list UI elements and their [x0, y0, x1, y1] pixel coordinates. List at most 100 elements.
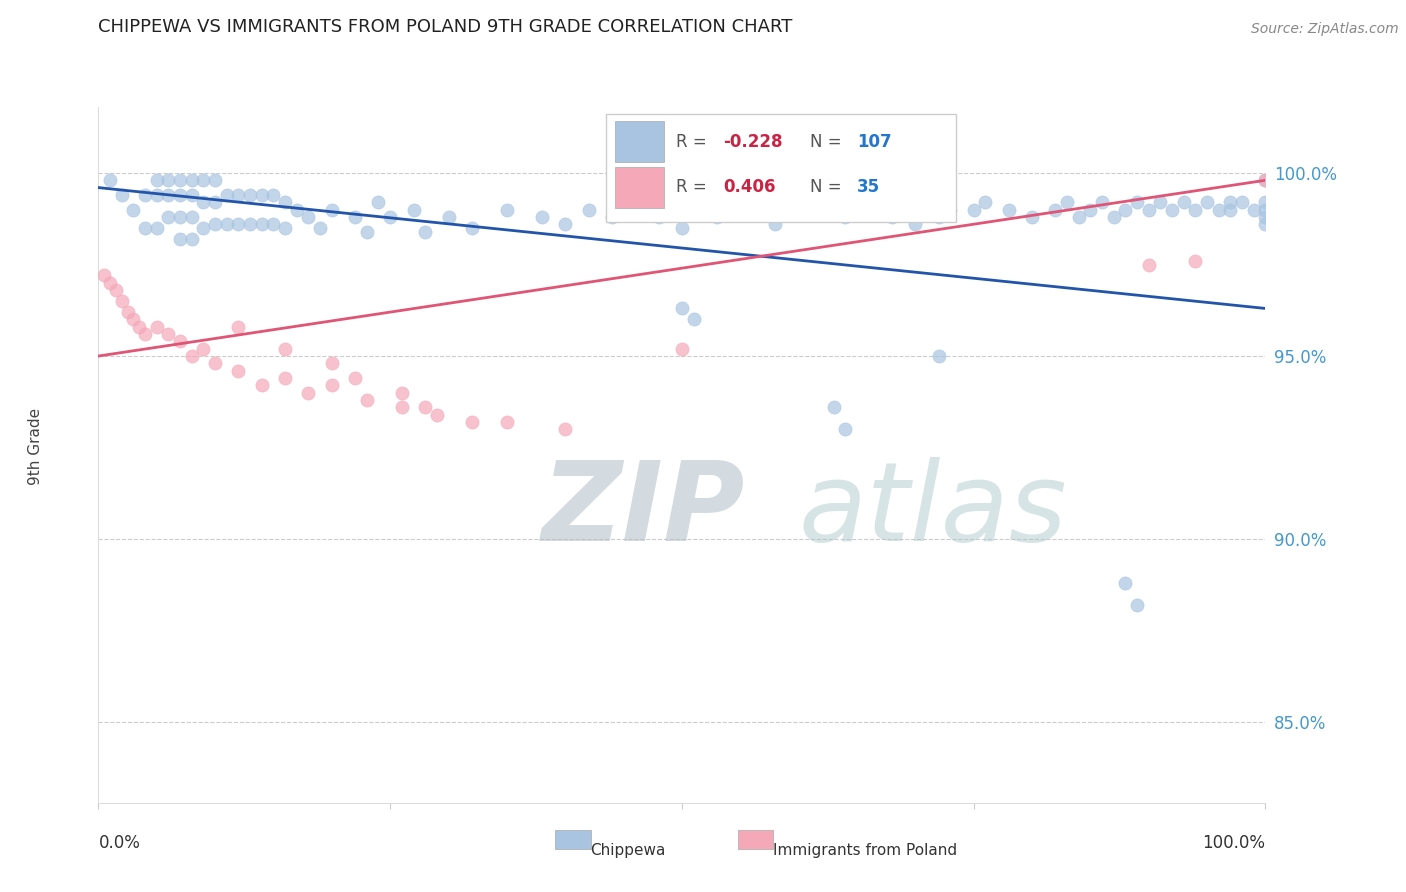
- Point: [117, 305, 139, 319]
- Point: [180, 173, 202, 187]
- Point: [104, 283, 127, 297]
- Point: [122, 312, 145, 326]
- Point: [1091, 195, 1114, 210]
- Point: [128, 319, 150, 334]
- Point: [193, 342, 215, 356]
- Point: [962, 202, 984, 217]
- Point: [367, 195, 389, 210]
- Point: [787, 202, 810, 217]
- Point: [624, 202, 647, 217]
- Point: [647, 210, 669, 224]
- Point: [1114, 576, 1136, 591]
- Text: Source: ZipAtlas.com: Source: ZipAtlas.com: [1251, 21, 1399, 36]
- Text: CHIPPEWA VS IMMIGRANTS FROM POLAND 9TH GRADE CORRELATION CHART: CHIPPEWA VS IMMIGRANTS FROM POLAND 9TH G…: [98, 18, 793, 36]
- Point: [904, 217, 927, 231]
- Point: [344, 371, 367, 385]
- Point: [928, 210, 950, 224]
- Point: [274, 342, 297, 356]
- Point: [111, 188, 134, 202]
- Point: [134, 327, 156, 342]
- Point: [1230, 195, 1253, 210]
- Point: [180, 232, 202, 246]
- Point: [1243, 202, 1265, 217]
- Point: [146, 188, 169, 202]
- Point: [1219, 202, 1241, 217]
- Point: [554, 217, 576, 231]
- Point: [1254, 173, 1277, 187]
- Point: [1173, 195, 1195, 210]
- Point: [356, 225, 378, 239]
- Point: [285, 202, 308, 217]
- Point: [1021, 210, 1043, 224]
- Point: [554, 422, 576, 436]
- Point: [426, 408, 449, 422]
- Point: [134, 188, 156, 202]
- Point: [915, 195, 938, 210]
- Point: [671, 220, 693, 235]
- Text: Immigrants from Poland: Immigrants from Poland: [773, 843, 957, 858]
- Text: R =: R =: [676, 133, 711, 151]
- Point: [578, 202, 600, 217]
- Point: [146, 319, 169, 334]
- Point: [1137, 202, 1160, 217]
- Point: [706, 210, 728, 224]
- Point: [321, 202, 343, 217]
- Text: N =: N =: [810, 178, 848, 196]
- Point: [1161, 202, 1184, 217]
- Point: [880, 210, 903, 224]
- Point: [193, 220, 215, 235]
- Point: [378, 210, 402, 224]
- Point: [1219, 195, 1241, 210]
- Point: [215, 217, 238, 231]
- Point: [262, 217, 284, 231]
- Text: N =: N =: [810, 133, 848, 151]
- Point: [274, 195, 297, 210]
- Point: [1149, 195, 1171, 210]
- Point: [98, 173, 121, 187]
- Point: [1056, 195, 1078, 210]
- Point: [974, 195, 997, 210]
- Point: [250, 188, 273, 202]
- FancyBboxPatch shape: [616, 121, 665, 162]
- Point: [834, 210, 856, 224]
- Point: [297, 210, 319, 224]
- Bar: [555, 830, 591, 849]
- Point: [239, 217, 262, 231]
- Point: [297, 385, 319, 400]
- Point: [391, 401, 413, 415]
- Point: [356, 392, 378, 407]
- Point: [250, 378, 273, 392]
- Point: [146, 220, 169, 235]
- Point: [228, 319, 250, 334]
- Point: [391, 385, 413, 400]
- Text: 35: 35: [856, 178, 880, 196]
- Text: 0.0%: 0.0%: [98, 834, 141, 852]
- Point: [1102, 210, 1125, 224]
- Point: [180, 188, 202, 202]
- Point: [928, 349, 950, 363]
- Point: [157, 210, 180, 224]
- Point: [1254, 210, 1277, 224]
- Text: ZIP: ZIP: [541, 457, 745, 564]
- Point: [413, 401, 436, 415]
- Point: [228, 188, 250, 202]
- Point: [845, 202, 868, 217]
- Point: [204, 173, 226, 187]
- Point: [146, 173, 169, 187]
- Point: [413, 225, 436, 239]
- Text: -0.228: -0.228: [723, 133, 782, 151]
- Text: 9th Grade: 9th Grade: [28, 408, 42, 484]
- Point: [98, 276, 121, 290]
- Point: [461, 220, 484, 235]
- Point: [811, 195, 834, 210]
- Point: [204, 195, 226, 210]
- Point: [763, 217, 786, 231]
- Point: [495, 202, 517, 217]
- Point: [157, 173, 180, 187]
- Point: [239, 188, 262, 202]
- Text: Chippewa: Chippewa: [591, 843, 666, 858]
- Point: [134, 220, 156, 235]
- Point: [344, 210, 367, 224]
- Point: [671, 342, 693, 356]
- Point: [1208, 202, 1230, 217]
